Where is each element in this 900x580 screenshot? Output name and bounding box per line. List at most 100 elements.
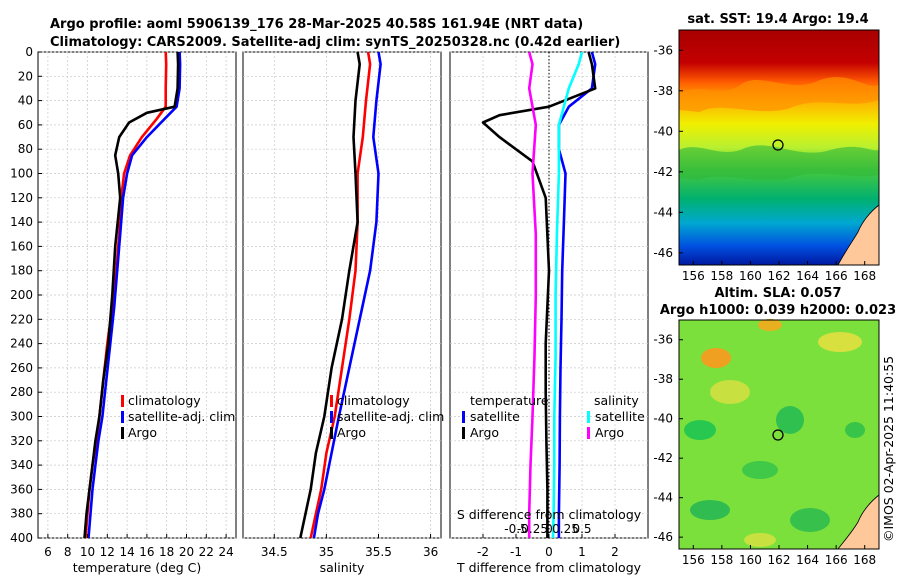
temperature-lines [83,52,182,538]
sla-map: Altim. SLA: 0.057 Argo h1000: 0.039 h200… [653,286,896,567]
x-tick-label: 8 [64,545,72,559]
map-y-tick-label: -44 [653,205,673,219]
temperature-panel: 6 8 10 12 14 16 18 20 22 24 0 20 40 60 80 100 120 140 160… [10,45,237,575]
series-line-argo [299,52,362,538]
x-tick-label: 2 [611,545,619,559]
map-y-tick-label: -38 [653,84,673,98]
x-tick-label: 20 [179,545,194,559]
legend-label-argo: Argo [128,425,157,440]
x-tick-label: 0 [545,545,553,559]
x-tick-label: 16 [139,545,154,559]
legend-label-satellite: satellite-adj. clim [128,409,235,424]
x-tick-label: 36 [423,545,438,559]
difference-xlabel: T difference from climatology [456,560,642,575]
legend-label-satellite-s: satellite-adj. clim [337,409,444,424]
series-line-argo [83,52,180,538]
y-tick-label: 320 [10,434,33,448]
y-tick-label: 140 [10,215,33,229]
legend-label-climatology: climatology [128,393,201,408]
sla-blob-orange [701,348,731,368]
x2-tick-label: -0.5 [504,522,527,536]
x-tick-label: 6 [44,545,52,559]
y-tick-label: 300 [10,410,33,424]
series-line-satellite-adj-clim [87,52,182,538]
map-y-tick-label: -46 [653,530,673,544]
sst-land-patch [837,204,880,266]
legend-swatch-satellite-s [330,411,333,423]
sla-blobs [684,319,865,547]
depth-axis-ticks: 0 20 40 60 80 100 120 140 160 180 200 220 240 260 280 3… [10,45,42,545]
x-tick-label: 35 [319,545,334,559]
legend-label-t-satellite: satellite [470,409,520,424]
sla-land-patch [837,494,880,550]
map-y-tick-label: -40 [653,412,673,426]
sla-map-title-line2: Argo h1000: 0.039 h2000: 0.023 [660,303,896,318]
legend-swatch-satellite [121,411,124,423]
series-line-s-argo [527,52,538,538]
y-tick-label: 200 [10,288,33,302]
map-y-tick-label: -42 [653,165,673,179]
y-tick-label: 260 [10,361,33,375]
temperature-ticks: 6 8 10 12 14 16 18 20 22 24 [44,534,234,559]
y-tick-label: 0 [25,45,33,59]
x-tick-label: -1 [510,545,522,559]
figure-title-line1: Argo profile: aoml 5906139_176 28-Mar-20… [50,17,583,32]
sst-orange-tongue [679,77,879,112]
map-x-tick-label: 164 [796,269,819,283]
map-x-tick-label: 166 [825,553,848,567]
x2-tick-label: 0.5 [572,522,591,536]
sst-argo-marker [772,139,784,151]
legend-title-salinity: salinity [594,393,639,408]
salinity-panel: 34.5 35 35.5 36 salinity climatology satell… [242,51,444,575]
legend-swatch-argo [121,427,124,439]
y-tick-label: 280 [10,385,33,399]
map-x-tick-label: 160 [739,269,762,283]
salinity-xlabel: salinity [320,560,365,575]
legend-swatch-argo-s [330,427,333,439]
map-x-tick-label: 168 [853,269,876,283]
legend-swatch-s-argo [587,427,590,439]
salinity-grid [243,51,441,539]
salinity-ticks: 34.5 35 35.5 36 [261,534,438,559]
x-tick-label: 34.5 [261,545,288,559]
y-tick-label: 180 [10,264,33,278]
y-tick-label: 100 [10,167,33,181]
sla-blob-green6 [790,508,830,532]
map-x-tick-label: 164 [796,553,819,567]
x2-tick-label: 0.25 [552,522,579,536]
temperature-legend: climatology satellite-adj. clim Argo [121,393,235,440]
map-y-tick-label: -40 [653,124,673,138]
difference-panel: -2 -1 0 1 2 T difference from climatology S … [449,51,649,575]
map-x-tick-label: 158 [710,269,733,283]
legend-label-climatology-s: climatology [337,393,410,408]
sla-blob-yellow2 [818,332,862,352]
sst-map: sat. SST: 19.4 Argo: 19.4 156 158 160 162 16… [653,12,880,283]
sla-map-ticks: 156 158 160 162 164 166 168 -36 -38 -40 -42 -44 -46 [653,333,876,567]
y-tick-label: 360 [10,482,33,496]
difference-lines [481,52,597,538]
salinity-lines [299,52,382,538]
x-tick-label: -2 [477,545,489,559]
map-x-tick-label: 156 [682,553,705,567]
x-tick-label: 24 [218,545,233,559]
salinity-legend: climatology satellite-adj. clim Argo [330,393,444,440]
legend-label-s-satellite: satellite [595,409,645,424]
sla-blob-yellow4 [744,533,776,547]
legend-label-s-argo: Argo [595,425,624,440]
y-tick-label: 40 [18,94,33,108]
series-line-satellite-adj-clim [312,52,382,538]
map-y-tick-label: -44 [653,491,673,505]
y-tick-label: 400 [10,531,33,545]
sst-green-tongue [679,145,879,181]
sla-blob-green3 [742,461,778,479]
sla-blob-green1 [684,420,716,440]
map-x-tick-label: 162 [768,553,791,567]
map-x-tick-label: 156 [682,269,705,283]
sst-map-ticks: 156 158 160 162 164 166 168 -36 -38 -40 -42 -44 -46 [653,43,876,283]
map-y-tick-label: -46 [653,246,673,260]
map-y-tick-label: -36 [653,43,673,57]
legend-swatch-t-argo [462,427,465,439]
map-y-tick-label: -38 [653,372,673,386]
legend-swatch-climatology-s [330,395,333,407]
